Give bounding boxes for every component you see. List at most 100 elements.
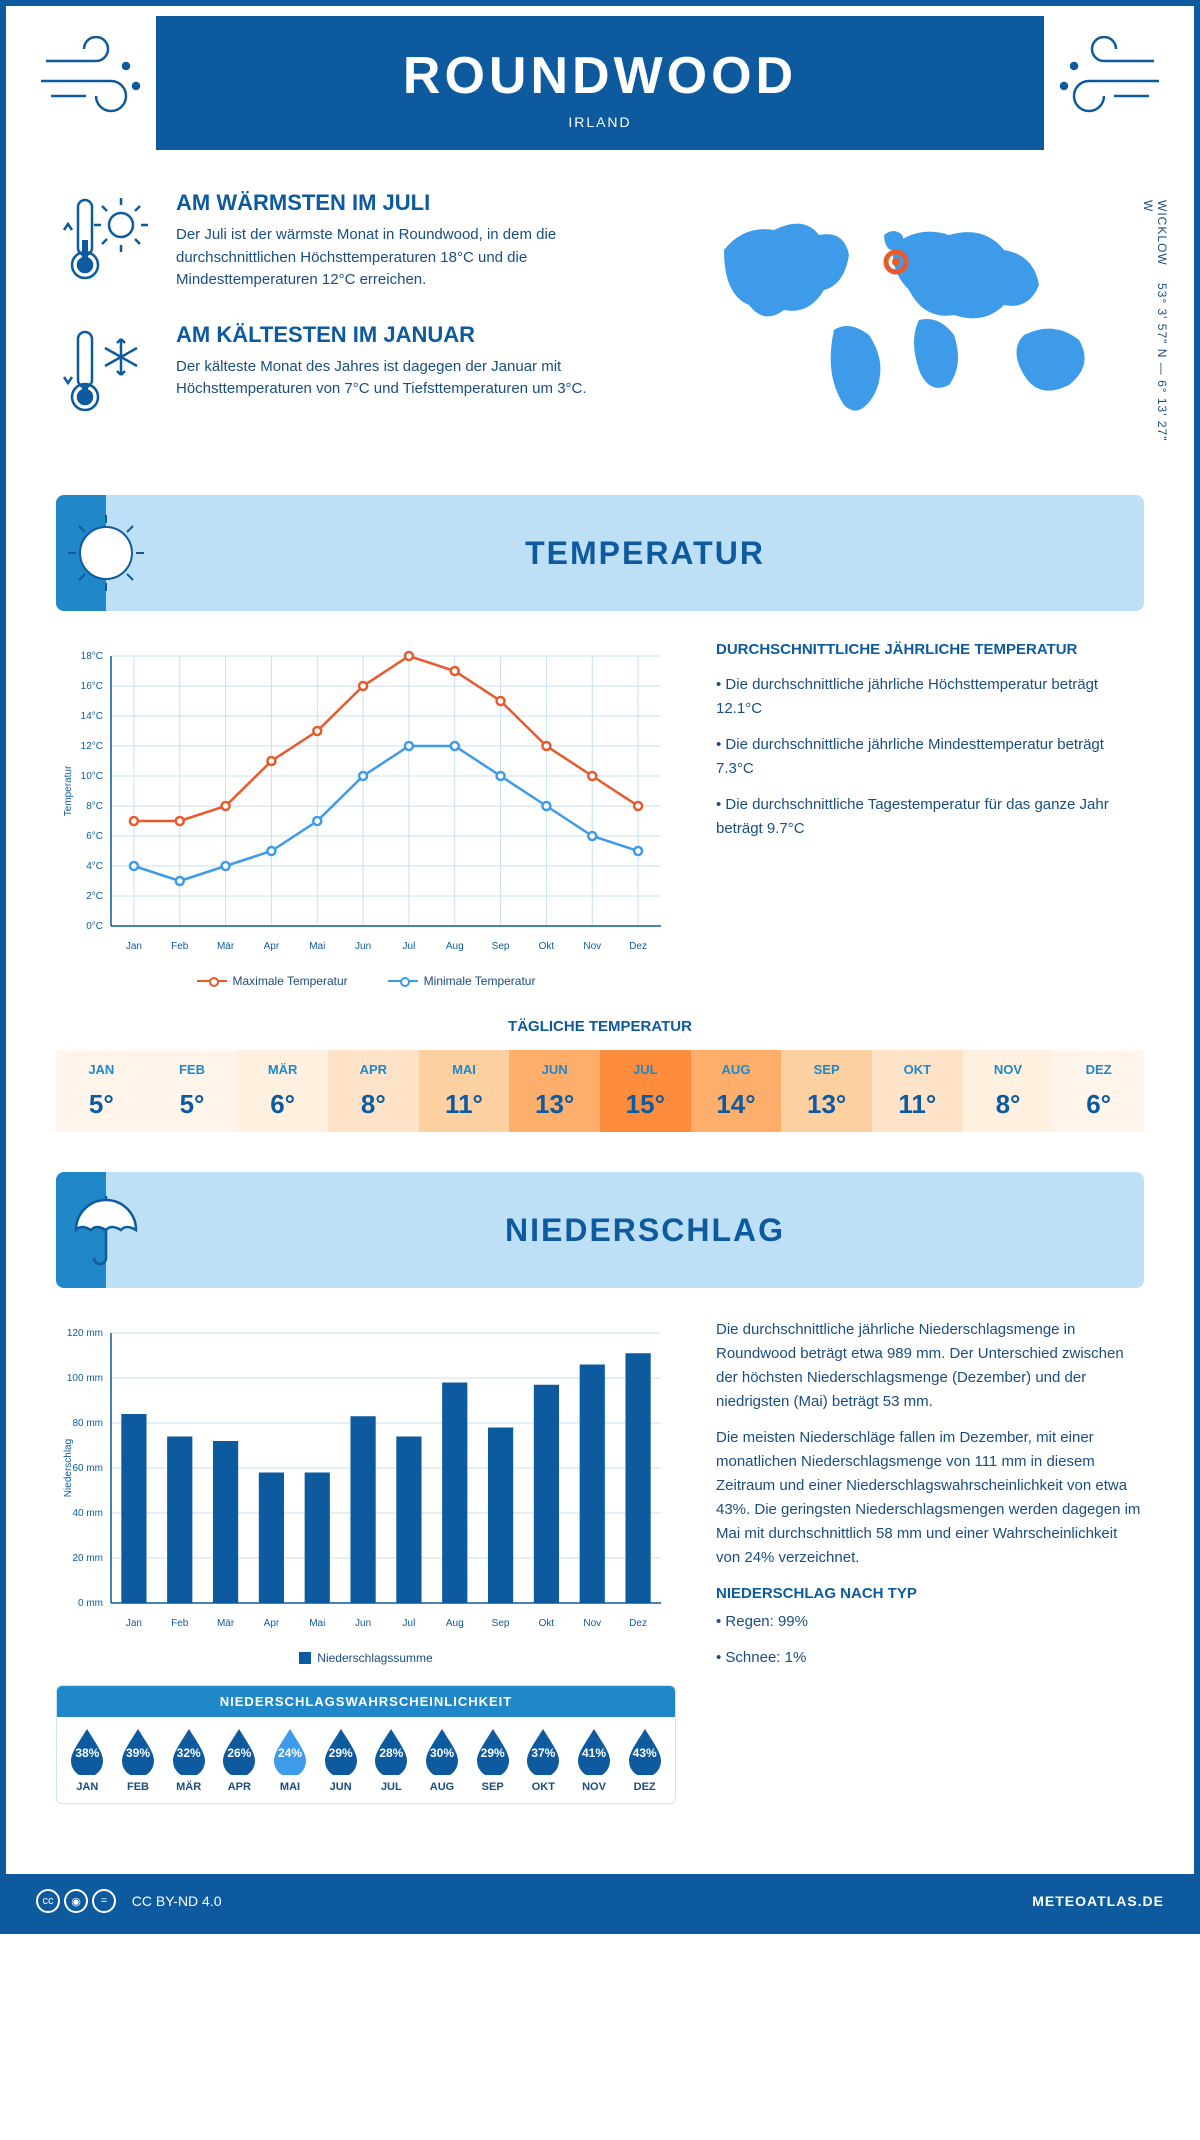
info-item: Die durchschnittliche Tagestemperatur fü… — [716, 793, 1144, 841]
precipitation-bar-chart: 0 mm20 mm40 mm60 mm80 mm100 mm120 mmJanF… — [56, 1318, 676, 1638]
temperature-line-chart: 0°C 2°C 4°C 6°C 8°C 10°C 12°C 14°C 16°C 18°C Jan Fe… — [56, 641, 676, 961]
svg-text:8°C: 8°C — [86, 801, 103, 812]
page-title: ROUNDWOOD — [176, 46, 1024, 106]
svg-text:Jun: Jun — [355, 1618, 371, 1629]
header: ROUNDWOOD IRLAND — [156, 16, 1044, 150]
daily-temp-table: JAN5°FEB5°MÄR6°APR8°MAI11°JUN13°JUL15°AU… — [56, 1050, 1144, 1132]
svg-text:Mai: Mai — [309, 1618, 325, 1629]
svg-text:Dez: Dez — [629, 1618, 647, 1629]
prob-cell: 37%OKT — [518, 1727, 569, 1793]
svg-text:Aug: Aug — [446, 941, 464, 952]
section-temperature: TEMPERATUR — [56, 495, 1144, 611]
svg-text:16°C: 16°C — [81, 681, 103, 692]
sun-icon — [66, 513, 146, 593]
info-item: Schnee: 1% — [716, 1646, 1144, 1670]
info-subtitle: NIEDERSCHLAG NACH TYP — [716, 1585, 1144, 1602]
svg-text:Niederschlag: Niederschlag — [63, 1439, 74, 1497]
prob-cell: 26%APR — [214, 1727, 265, 1793]
wind-icon — [36, 36, 156, 116]
wind-icon — [1044, 36, 1164, 116]
daily-cell: DEZ6° — [1053, 1050, 1144, 1132]
svg-text:Temperatur: Temperatur — [63, 765, 74, 816]
page-subtitle: IRLAND — [176, 114, 1024, 130]
prob-cell: 38%JAN — [62, 1727, 113, 1793]
svg-text:Aug: Aug — [446, 1618, 464, 1629]
precip-probability-table: NIEDERSCHLAGSWAHRSCHEINLICHKEIT 38%JAN39… — [56, 1685, 676, 1804]
fact-title: AM WÄRMSTEN IM JULI — [176, 190, 644, 216]
daily-cell: AUG14° — [691, 1050, 782, 1132]
svg-text:Mai: Mai — [309, 941, 325, 952]
svg-text:Dez: Dez — [629, 941, 647, 952]
svg-text:Sep: Sep — [492, 941, 510, 952]
world-map: WICKLOW 53° 3' 57" N — 6° 13' 27" W — [684, 190, 1144, 455]
svg-text:10°C: 10°C — [81, 771, 103, 782]
umbrella-icon — [66, 1190, 146, 1270]
svg-text:12°C: 12°C — [81, 741, 103, 752]
svg-text:Jul: Jul — [403, 941, 416, 952]
svg-text:Apr: Apr — [264, 941, 280, 952]
fact-text: Der kälteste Monat des Jahres ist dagege… — [176, 356, 644, 401]
fact-title: AM KÄLTESTEN IM JANUAR — [176, 322, 644, 348]
daily-cell: JUL15° — [600, 1050, 691, 1132]
svg-text:40 mm: 40 mm — [72, 1508, 103, 1519]
section-title: TEMPERATUR — [176, 535, 1114, 572]
daily-cell: MÄR6° — [237, 1050, 328, 1132]
prob-cell: 32%MÄR — [163, 1727, 214, 1793]
prob-cell: 41%NOV — [569, 1727, 620, 1793]
fact-warmest: AM WÄRMSTEN IM JULI Der Juli ist der wär… — [56, 190, 644, 292]
svg-text:Jul: Jul — [403, 1618, 416, 1629]
svg-text:14°C: 14°C — [81, 711, 103, 722]
svg-text:Mär: Mär — [217, 941, 235, 952]
svg-text:0 mm: 0 mm — [78, 1598, 103, 1609]
svg-text:Nov: Nov — [583, 941, 601, 952]
license-badge: cc ◉ = CC BY-ND 4.0 — [36, 1889, 222, 1913]
svg-text:Jun: Jun — [355, 941, 371, 952]
svg-text:Feb: Feb — [171, 941, 189, 952]
svg-text:80 mm: 80 mm — [72, 1418, 103, 1429]
prob-cell: 30%AUG — [417, 1727, 468, 1793]
info-item: Regen: 99% — [716, 1610, 1144, 1634]
info-text: Die meisten Niederschläge fallen im Deze… — [716, 1426, 1144, 1570]
section-precipitation: NIEDERSCHLAG — [56, 1172, 1144, 1288]
prob-cell: 29%JUN — [315, 1727, 366, 1793]
nd-icon: = — [92, 1889, 116, 1913]
info-item: Die durchschnittliche jährliche Mindestt… — [716, 733, 1144, 781]
svg-text:Mär: Mär — [217, 1618, 235, 1629]
svg-text:20 mm: 20 mm — [72, 1553, 103, 1564]
svg-text:4°C: 4°C — [86, 861, 103, 872]
by-icon: ◉ — [64, 1889, 88, 1913]
thermometer-cold-icon — [56, 322, 156, 422]
fact-text: Der Juli ist der wärmste Monat in Roundw… — [176, 224, 644, 292]
daily-cell: JUN13° — [509, 1050, 600, 1132]
svg-text:6°C: 6°C — [86, 831, 103, 842]
info-text: Die durchschnittliche jährliche Niedersc… — [716, 1318, 1144, 1414]
svg-text:Okt: Okt — [539, 941, 555, 952]
prob-cell: 39%FEB — [113, 1727, 164, 1793]
svg-text:100 mm: 100 mm — [67, 1373, 103, 1384]
prob-cell: 29%SEP — [467, 1727, 518, 1793]
cc-icon: cc — [36, 1889, 60, 1913]
site-name: METEOATLAS.DE — [1032, 1893, 1164, 1909]
fact-coldest: AM KÄLTESTEN IM JANUAR Der kälteste Mona… — [56, 322, 644, 422]
prob-cell: 43%DEZ — [619, 1727, 670, 1793]
svg-text:Feb: Feb — [171, 1618, 189, 1629]
daily-cell: NOV8° — [963, 1050, 1054, 1132]
daily-cell: OKT11° — [872, 1050, 963, 1132]
info-title: DURCHSCHNITTLICHE JÄHRLICHE TEMPERATUR — [716, 641, 1144, 658]
footer: cc ◉ = CC BY-ND 4.0 METEOATLAS.DE — [6, 1874, 1194, 1928]
svg-text:2°C: 2°C — [86, 891, 103, 902]
svg-text:18°C: 18°C — [81, 651, 103, 662]
daily-cell: FEB5° — [147, 1050, 238, 1132]
daily-temp-title: TÄGLICHE TEMPERATUR — [56, 1018, 1144, 1035]
svg-text:0°C: 0°C — [86, 921, 103, 932]
info-item: Die durchschnittliche jährliche Höchstte… — [716, 673, 1144, 721]
svg-text:Apr: Apr — [264, 1618, 280, 1629]
svg-text:Jan: Jan — [126, 941, 142, 952]
daily-cell: SEP13° — [781, 1050, 872, 1132]
svg-text:Sep: Sep — [492, 1618, 510, 1629]
thermometer-hot-icon — [56, 190, 156, 290]
svg-text:Nov: Nov — [583, 1618, 601, 1629]
daily-cell: MAI11° — [419, 1050, 510, 1132]
svg-text:Jan: Jan — [126, 1618, 142, 1629]
section-title: NIEDERSCHLAG — [176, 1212, 1114, 1249]
